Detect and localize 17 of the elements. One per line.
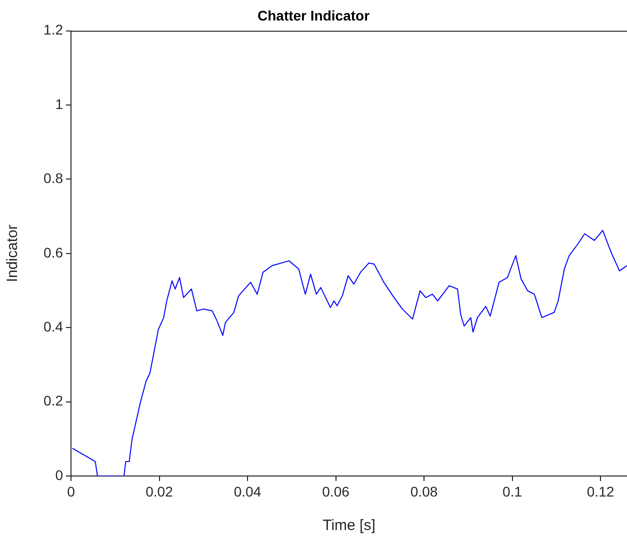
- x-tick-label: 0.08: [410, 483, 438, 500]
- x-axis-title: Time [s]: [322, 517, 376, 534]
- x-tick-label: 0.1: [502, 483, 522, 500]
- y-axis-title: Indicator: [4, 224, 22, 282]
- x-tick-label: 0: [67, 483, 76, 500]
- chart-title: Chatter Indicator: [257, 7, 370, 24]
- y-tick-label: 0.2: [44, 392, 64, 409]
- y-tick-label: 1: [55, 96, 64, 112]
- x-tick-label: 0.12: [586, 483, 614, 500]
- x-tick-label: 0.04: [234, 483, 262, 500]
- x-tick-label: 0.06: [322, 483, 350, 500]
- y-tick-label: 1.2: [44, 22, 64, 38]
- y-tick-label: 0.4: [44, 318, 64, 334]
- y-tick-label: 0.8: [44, 170, 64, 186]
- y-tick-label: 0: [55, 466, 64, 483]
- y-tick-label: 0.6: [44, 244, 64, 260]
- x-tick-label: 0.02: [146, 483, 174, 500]
